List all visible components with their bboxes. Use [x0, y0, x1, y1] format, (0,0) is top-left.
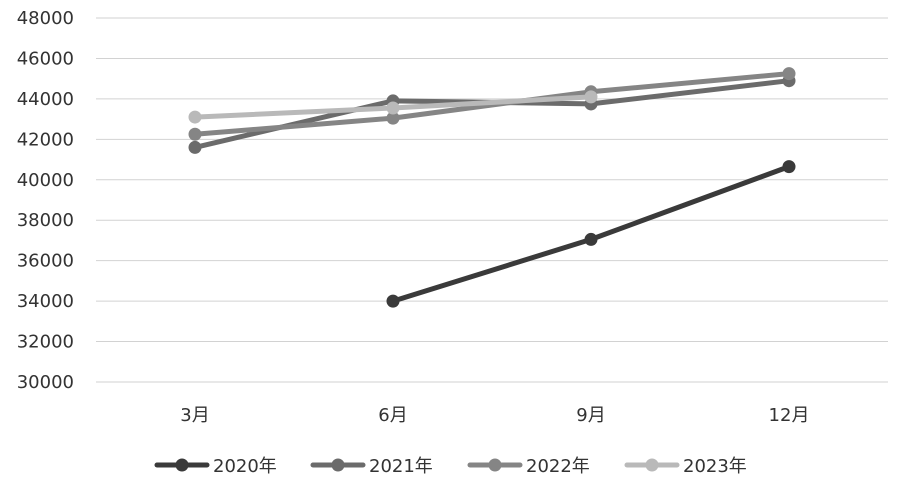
legend-swatch-marker [645, 458, 659, 472]
legend-item: 2023年 [624, 456, 747, 477]
legend-item: 2021年 [310, 456, 433, 477]
x-axis: 3月 6月 9月 12月 [180, 405, 809, 426]
data-point [584, 90, 598, 104]
y-tick-label: 44000 [17, 89, 74, 110]
data-point [584, 232, 598, 246]
legend-label: 2021年 [369, 456, 433, 477]
legend-label: 2023年 [683, 456, 747, 477]
x-tick-label: 9月 [576, 405, 605, 426]
legend-item: 2020年 [154, 456, 277, 477]
x-tick-label: 6月 [378, 405, 407, 426]
y-tick-label: 34000 [17, 291, 74, 312]
y-tick-label: 40000 [17, 170, 74, 191]
y-tick-label: 46000 [17, 48, 74, 69]
data-point [386, 101, 400, 115]
legend-label: 2022年 [526, 456, 590, 477]
y-tick-label: 36000 [17, 251, 74, 272]
y-tick-label: 38000 [17, 210, 74, 231]
data-point [386, 111, 400, 125]
legend-swatch-marker [175, 458, 189, 472]
x-tick-label: 3月 [180, 405, 209, 426]
y-tick-label: 32000 [17, 332, 74, 353]
series-2023年 [188, 90, 598, 124]
y-tick-label: 48000 [17, 8, 74, 29]
legend-item: 2022年 [467, 456, 590, 477]
y-tick-label: 42000 [17, 129, 74, 150]
data-point [782, 160, 796, 174]
data-point [782, 67, 796, 81]
series-2020年 [386, 160, 796, 308]
y-tick-label: 30000 [17, 372, 74, 393]
legend-swatch-marker [488, 458, 502, 472]
y-axis: 30000 32000 34000 36000 38000 40000 42000 44000… [17, 8, 74, 393]
legend: 2020年 2021年 2022年 2023年 [154, 456, 747, 477]
data-point [188, 110, 202, 124]
y-gridlines [96, 17, 888, 383]
data-point [188, 140, 202, 154]
legend-label: 2020年 [213, 456, 277, 477]
data-point [386, 294, 400, 308]
data-point [188, 127, 202, 141]
x-tick-label: 12月 [769, 405, 810, 426]
legend-swatch-marker [331, 458, 345, 472]
